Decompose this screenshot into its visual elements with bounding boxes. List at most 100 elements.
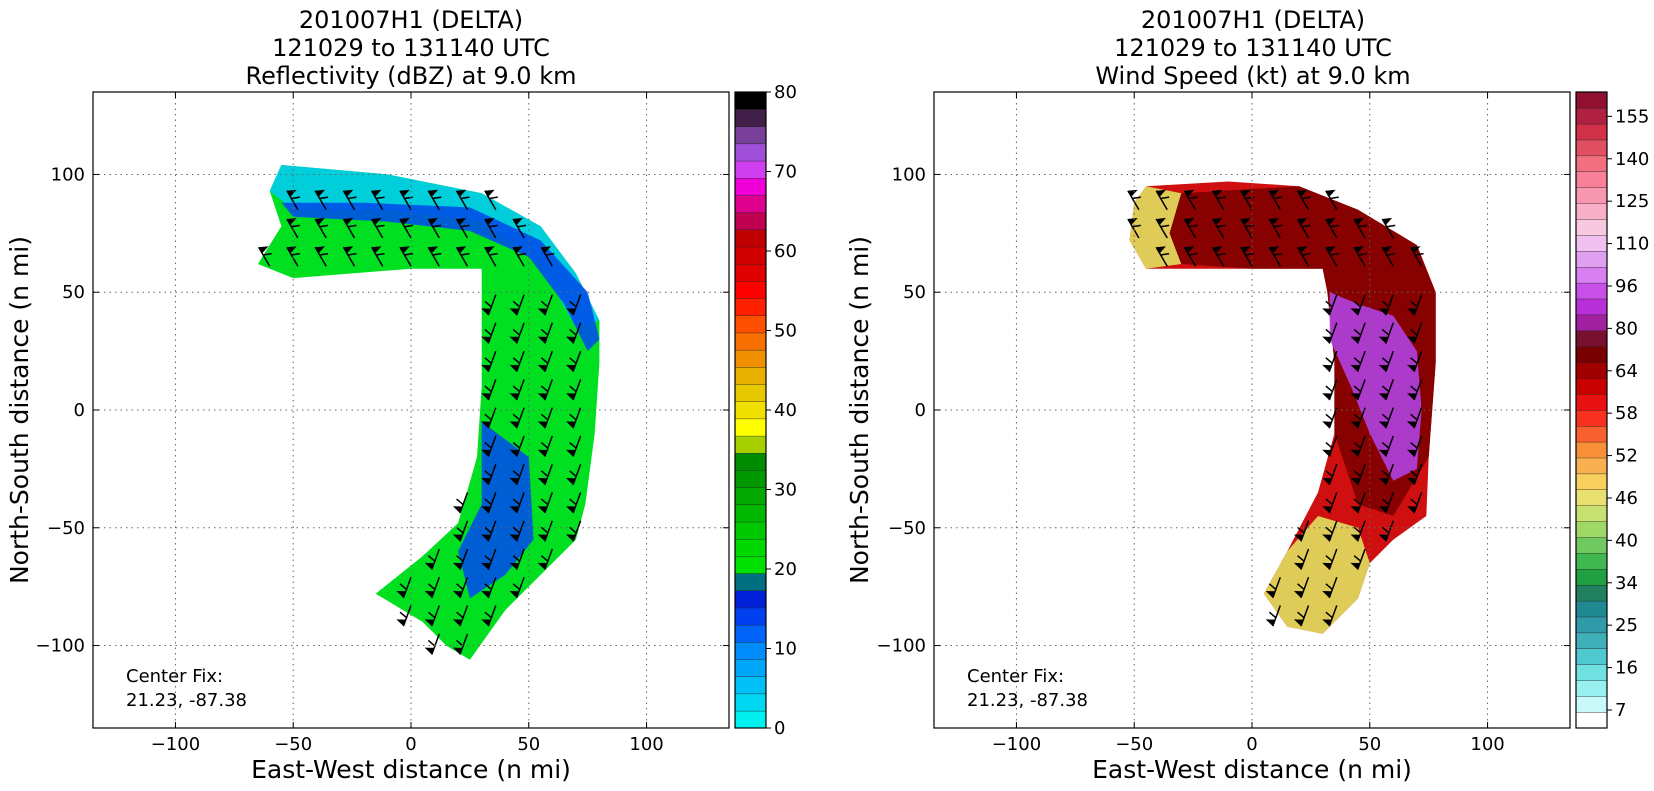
wind-barb [1265,576,1282,599]
wind-barb-staff [487,435,497,457]
wind-barb-flag [509,506,519,514]
wind-barb-flag [1241,189,1251,197]
wind-barb [1127,189,1141,211]
wind-barb-feather [427,555,436,562]
wind-barb [1350,379,1366,401]
colorbar-swatch [734,710,767,729]
wind-barb-staff [459,520,469,542]
y-tick-label: 0 [915,400,926,421]
wind-barb [399,189,414,211]
wind-barb-feather [1297,555,1305,562]
wind-barb-flag [315,217,325,226]
wind-barb [537,463,554,486]
wind-barb [452,548,469,570]
wind-barb [509,379,525,401]
wind-barb [371,246,385,267]
wind-barb [1293,520,1310,542]
wind-barb-feather [1353,413,1362,421]
wind-barb [509,350,525,373]
wind-barb-flag [371,189,382,197]
wind-barb-feather [512,555,521,562]
wind-barb-flag [565,534,576,542]
wind-barb [509,294,525,316]
wind-barb-feather [1358,252,1368,256]
wind-barb-feather [1325,583,1333,590]
wind-barb [396,605,412,627]
wind-barb [509,407,525,429]
wind-barb [342,246,357,267]
colorbar-swatch [1575,696,1608,713]
wind-barb-feather [456,611,464,619]
wind-barb-flag [1406,308,1417,316]
wind-barb [481,463,497,486]
wind-barb-feather [1160,252,1170,256]
data-band [281,202,600,352]
colorbar-swatch [1575,378,1608,395]
wind-barb [399,217,414,239]
wind-barb-flag [565,308,576,316]
wind-barb [1296,217,1311,239]
wind-barb-flag [452,562,463,570]
wind-barb-staff [431,576,441,599]
wind-barb-staff [1300,548,1310,570]
wind-barb [481,492,497,514]
wind-barb [1265,605,1282,627]
wind-barb-feather [1410,470,1418,477]
colorbar-swatch [734,452,767,471]
y-tick-label: 50 [903,282,926,303]
wind-barb-feather [512,300,521,308]
colorbar-swatch [734,229,767,248]
colorbar-swatch [1575,489,1608,506]
colorbar-swatch [734,401,767,420]
wind-barb-flag [315,189,325,197]
wind-barb-flag [1322,449,1332,457]
colorbar-swatch [1575,473,1608,491]
wind-barb-flag [565,336,576,344]
wind-barb-flag [343,189,354,197]
colorbar-tick-label: 20 [774,559,797,580]
wind-barb-feather [1353,300,1362,308]
colorbar-swatch [734,194,767,213]
wind-barb [1325,217,1339,239]
colorbar-swatch [1575,314,1608,332]
y-tick-label: −100 [877,636,926,657]
wind-barb [509,322,525,344]
wind-barb-flag [1241,217,1251,226]
wind-barb [452,492,469,514]
wind-barb-flag [428,217,439,226]
wind-barb-feather [347,252,357,256]
wind-barb-flag [1293,619,1304,627]
wind-barb-feather [1358,224,1368,228]
colorbar-swatch [1575,107,1608,125]
wind-barb [1155,217,1170,239]
wind-barb-feather [484,555,492,562]
wind-barb [314,246,329,267]
colorbar-swatch [734,366,767,385]
wind-barb-flag [428,189,439,197]
data-band [1169,186,1436,516]
wind-barb-staff [427,246,440,267]
wind-barb-staff [487,576,497,599]
data-band [1263,516,1370,634]
x-tick-label: 100 [1470,734,1504,755]
wind-barb-flag [1378,506,1389,514]
y-axis-label: North-South distance (n mi) [845,236,874,584]
colorbar-swatch [1575,155,1608,173]
wind-barb [1268,189,1283,211]
wind-barb [1322,548,1338,570]
wind-barb-flag [1322,308,1332,316]
x-tick-label: −50 [274,734,312,755]
wind-barb-flag [537,308,548,316]
wind-barb-feather [540,385,549,393]
colorbar-swatch [1575,616,1608,634]
wind-barb-flag [1350,506,1360,514]
colorbar-swatch [1575,139,1608,157]
wind-barb [452,576,469,599]
wind-barb-feather [319,196,329,200]
colorbar-tick-label: 30 [774,480,797,501]
wind-barb-flag [537,506,548,514]
wind-barb-flag [1378,393,1389,401]
wind-barb-staff [512,246,525,267]
wind-barb-staff [487,350,497,373]
wind-barb-staff [1413,379,1423,401]
